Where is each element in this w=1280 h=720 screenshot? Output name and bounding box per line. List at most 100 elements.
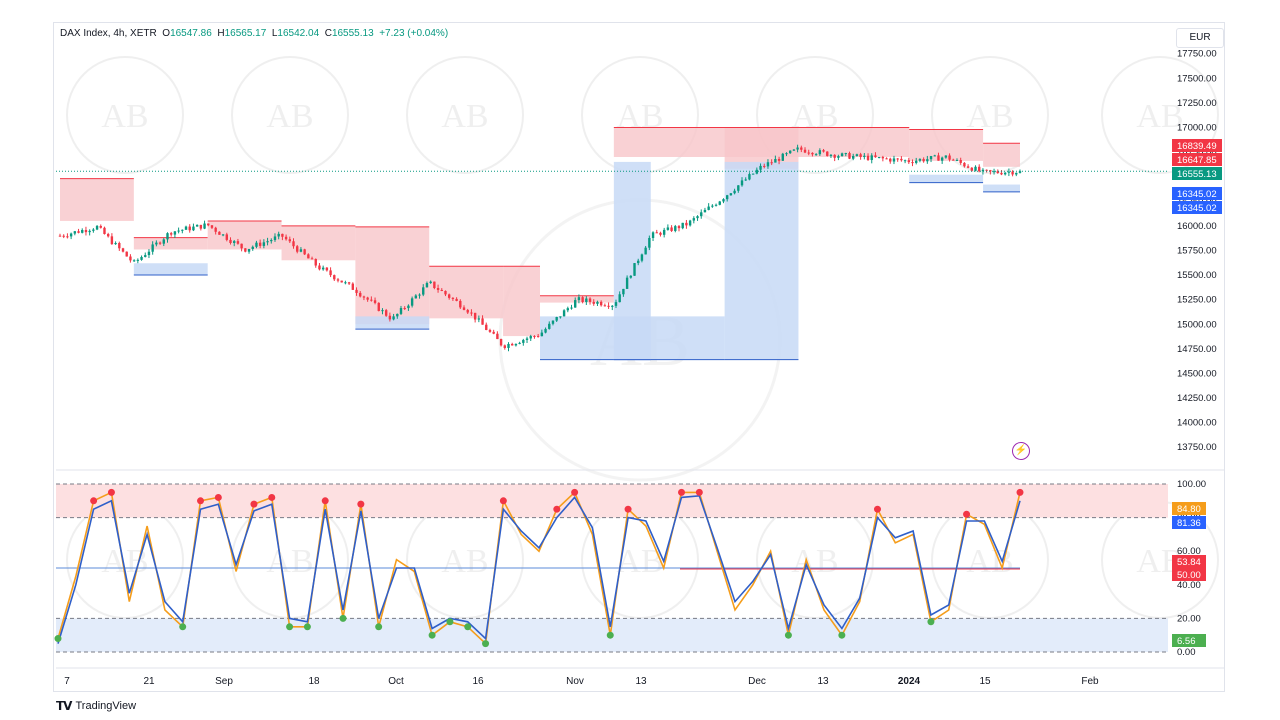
- candle-body: [355, 289, 358, 293]
- candle-body: [88, 230, 91, 233]
- time-axis-tick: 21: [143, 676, 155, 687]
- candle-body: [321, 267, 325, 270]
- candle-body: [703, 209, 707, 213]
- buy-signal-dot: [838, 631, 846, 639]
- candle-body: [251, 246, 254, 249]
- candle-body: [992, 171, 996, 173]
- candle-body: [959, 160, 962, 163]
- candle-body: [889, 158, 892, 162]
- price-axis-tick: 15250.00: [1177, 295, 1217, 306]
- candle-body: [499, 339, 503, 346]
- candle-body: [866, 155, 870, 161]
- open-label: O: [162, 28, 171, 39]
- candle-body: [233, 241, 236, 243]
- candle-body: [637, 260, 640, 264]
- lightning-icon[interactable]: ⚡: [1012, 442, 1030, 460]
- candle-body: [188, 226, 191, 231]
- candle-body: [347, 282, 351, 284]
- time-axis-tick: 13: [817, 676, 829, 687]
- buy-signal-dot: [482, 640, 490, 648]
- candle-body: [329, 270, 332, 276]
- price-label: 16839.49: [1177, 141, 1217, 152]
- candle-body: [974, 166, 977, 171]
- supply-zone: [613, 127, 910, 157]
- candle-body: [399, 308, 403, 314]
- candle-body: [225, 234, 228, 240]
- candle-body: [388, 315, 392, 320]
- candle-body: [396, 313, 399, 317]
- candle-body: [655, 232, 658, 234]
- candle-body: [436, 287, 440, 290]
- candle-body: [422, 287, 425, 295]
- candle-body: [555, 317, 558, 321]
- price-axis-tick: 16750.00: [1177, 147, 1217, 158]
- candle-body: [814, 154, 818, 156]
- candle-body: [84, 230, 88, 233]
- candle-body: [381, 310, 384, 312]
- time-axis-tick: Nov: [566, 676, 584, 687]
- stoch-d-line: [57, 494, 1021, 644]
- candle-body: [310, 258, 314, 260]
- candle-body: [95, 225, 99, 230]
- low-label: L: [271, 28, 278, 39]
- chart-frame: [53, 22, 1225, 692]
- candle-body: [996, 171, 999, 174]
- candle-body: [963, 162, 966, 167]
- candle-body: [273, 236, 277, 241]
- sell-signal-dot: [1016, 488, 1024, 496]
- candle-body: [333, 275, 336, 280]
- candle-body: [659, 232, 662, 235]
- candle-body: [110, 236, 114, 245]
- price-label-box: [1172, 153, 1222, 166]
- candle-body: [340, 280, 343, 283]
- candle-body: [132, 260, 136, 262]
- candle-body: [562, 310, 566, 317]
- candle-body: [129, 256, 132, 261]
- candle-body: [214, 227, 217, 232]
- candle-body: [103, 227, 106, 235]
- candle-body: [796, 147, 799, 150]
- watermark-seal: [1101, 56, 1219, 174]
- candle-body: [207, 223, 210, 226]
- candle-body: [444, 290, 447, 295]
- price-axis-tick: 15750.00: [1177, 245, 1217, 256]
- candle-body: [166, 233, 169, 240]
- candle-body: [822, 150, 825, 152]
- candle-body: [711, 205, 714, 207]
- candle-body: [407, 305, 410, 309]
- candle-body: [840, 153, 844, 157]
- currency-button[interactable]: EUR: [1176, 28, 1224, 48]
- candle-body: [781, 153, 784, 161]
- buy-signal-dot: [286, 623, 294, 631]
- buy-signal-dot: [303, 623, 311, 631]
- candle-body: [729, 193, 733, 196]
- candle-body: [451, 297, 455, 299]
- candle-body: [325, 267, 329, 271]
- buy-signal-dot: [464, 623, 472, 631]
- price-axis-tick: 15000.00: [1177, 319, 1217, 330]
- candle-body: [681, 222, 684, 229]
- sell-signal-dot: [321, 497, 329, 505]
- high-value: 16565.17: [224, 28, 267, 39]
- price-axis-tick: 17250.00: [1177, 98, 1217, 109]
- oscillator-axis-tick: 60.00: [1177, 546, 1201, 557]
- candle-body: [644, 247, 647, 255]
- oscillator-axis-tick: 100.00: [1177, 479, 1206, 490]
- candle-body: [288, 239, 292, 242]
- price-label-box: [1172, 167, 1222, 180]
- candle-body: [933, 155, 936, 157]
- candle-body: [581, 297, 584, 303]
- buy-signal-dot: [179, 623, 187, 631]
- buy-signal-dot: [446, 618, 454, 626]
- candle-body: [262, 242, 266, 246]
- candle-body: [318, 265, 321, 270]
- candle-body: [666, 227, 670, 230]
- close-label: C: [324, 28, 332, 39]
- tradingview-branding[interactable]: 𝗧𝗩 TradingView: [56, 699, 136, 713]
- candle-body: [236, 241, 240, 244]
- high-label: H: [217, 28, 225, 39]
- candle-body: [833, 154, 836, 158]
- candle-body: [403, 308, 406, 310]
- candle-body: [707, 206, 710, 210]
